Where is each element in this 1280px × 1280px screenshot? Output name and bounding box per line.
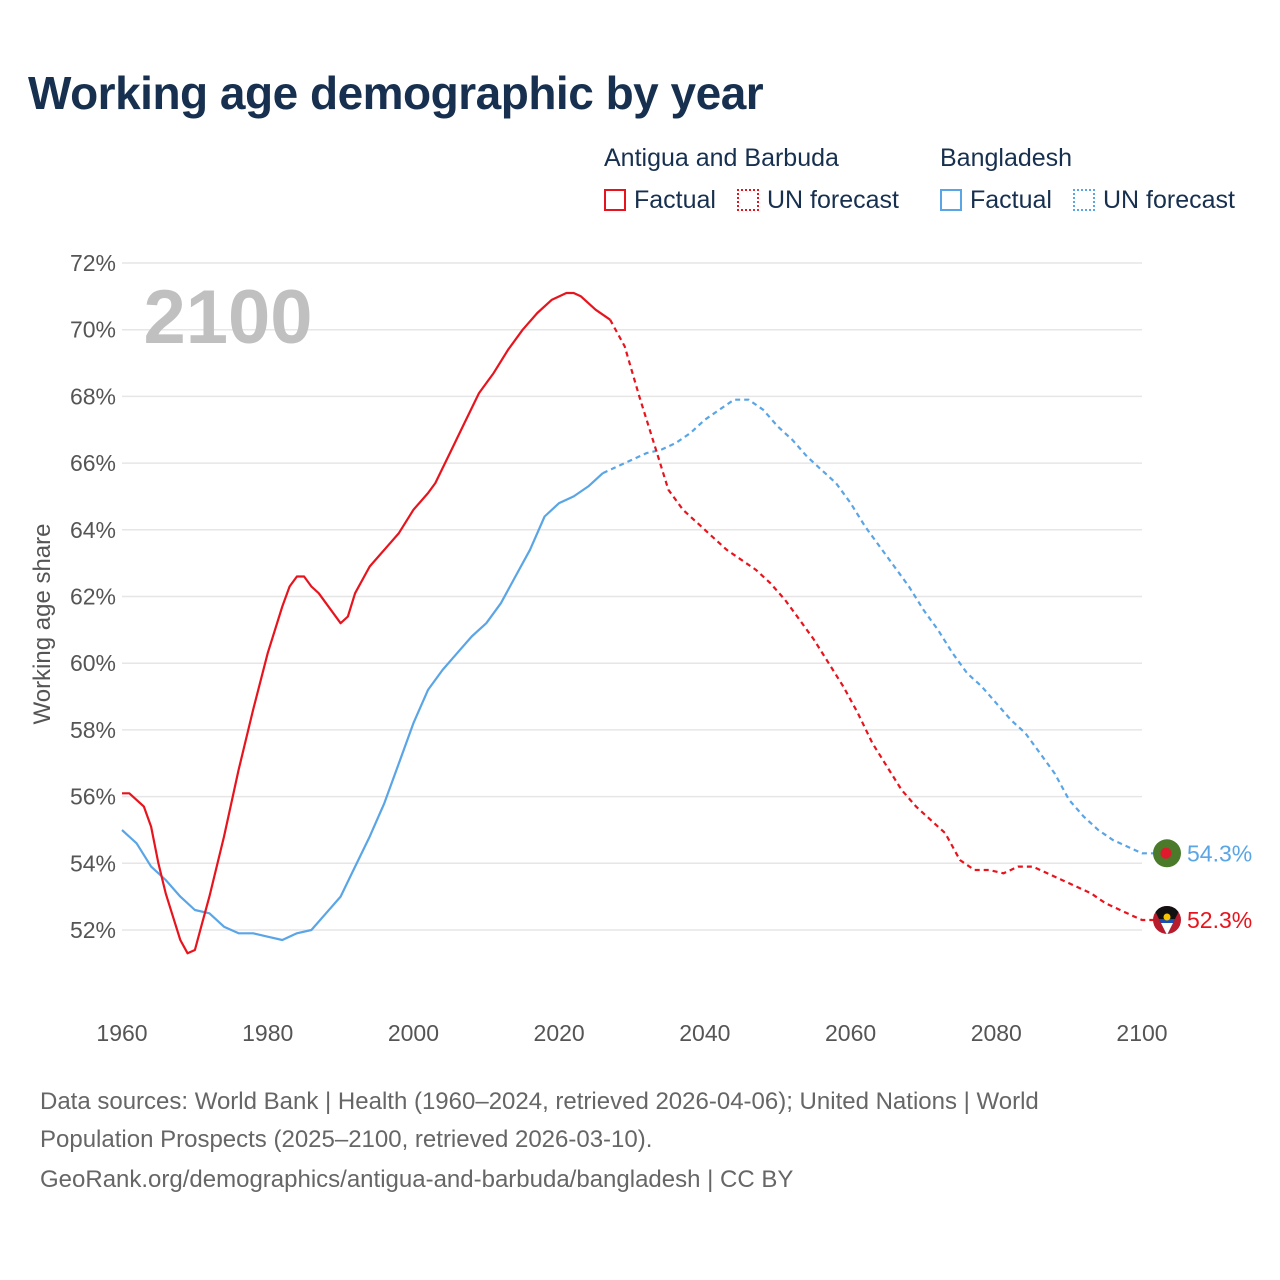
x-axis: 1960 1980 2000 2020 2040 2060 2080 2100 <box>96 1020 1167 1046</box>
series-line-antigua-forecast[interactable] <box>609 319 1157 922</box>
y-axis-title: Working age share <box>29 524 56 725</box>
y-tick-label: 60% <box>70 650 116 676</box>
series-line-bangladesh-factual[interactable] <box>121 472 604 942</box>
x-tick-label: 2000 <box>388 1020 439 1046</box>
y-tick-label: 52% <box>70 917 116 943</box>
legend-swatch-dotted-red <box>737 189 759 211</box>
footer-source-link[interactable]: GeoRank.org/demographics/antigua-and-bar… <box>40 1166 794 1193</box>
x-tick-label: 1960 <box>96 1020 147 1046</box>
legend-swatch-solid-red <box>604 189 626 211</box>
legend-item-antigua-forecast[interactable]: UN forecast <box>737 185 899 215</box>
gridlines <box>122 262 1142 931</box>
end-label-antigua: 52.3% <box>1187 907 1252 933</box>
end-label-bangladesh: 54.3% <box>1187 840 1252 866</box>
footer-source-line-2: Population Prospects (2025–2100, retriev… <box>40 1126 653 1153</box>
legend-group-antigua: Antigua and Barbuda <box>604 144 839 172</box>
legend-label: Factual <box>634 185 716 214</box>
legend-swatch-dotted-blue <box>1073 189 1095 211</box>
y-tick-label: 68% <box>70 383 116 409</box>
series-lines <box>121 291 1157 955</box>
footer-source-line-1: Data sources: World Bank | Health (1960–… <box>40 1088 1039 1115</box>
series-line-bangladesh-forecast[interactable] <box>602 398 1157 855</box>
flag-antigua-icon <box>1153 905 1181 934</box>
line-chart: 2100 52% 54% 56% 58% 60% 62% 64% 66% 68% 70% 72% 1… <box>29 250 1252 1046</box>
y-tick-label: 62% <box>70 584 116 610</box>
x-tick-label: 2080 <box>971 1020 1022 1046</box>
x-tick-label: 2040 <box>679 1020 730 1046</box>
y-tick-label: 70% <box>70 317 116 343</box>
legend-group-bangladesh: Bangladesh <box>940 144 1073 172</box>
end-markers: 54.3% 52.3% <box>1153 839 1252 934</box>
x-tick-label: 2020 <box>534 1020 585 1046</box>
x-tick-label: 2060 <box>825 1020 876 1046</box>
legend-label: UN forecast <box>767 185 899 214</box>
legend-item-bangladesh-factual[interactable]: Factual <box>940 185 1052 215</box>
y-tick-label: 58% <box>70 717 116 743</box>
x-tick-label: 1980 <box>242 1020 293 1046</box>
legend-label: Factual <box>970 185 1052 214</box>
x-tick-label: 2100 <box>1116 1020 1167 1046</box>
legend-item-bangladesh-forecast[interactable]: UN forecast <box>1073 185 1235 215</box>
legend-item-antigua-factual[interactable]: Factual <box>604 185 716 215</box>
y-tick-label: 54% <box>70 850 116 876</box>
legend-swatch-solid-blue <box>940 189 962 211</box>
flag-bangladesh-icon <box>1153 839 1181 868</box>
y-tick-label: 56% <box>70 784 116 810</box>
y-tick-label: 72% <box>70 250 116 276</box>
y-axis: 52% 54% 56% 58% 60% 62% 64% 66% 68% 70% 72% <box>70 250 116 943</box>
series-line-antigua-factual[interactable] <box>122 291 611 955</box>
legend-label: UN forecast <box>1103 185 1235 214</box>
chart-title: Working age demographic by year <box>28 67 764 119</box>
year-watermark: 2100 <box>143 275 312 360</box>
y-tick-label: 64% <box>70 517 116 543</box>
y-tick-label: 66% <box>70 450 116 476</box>
